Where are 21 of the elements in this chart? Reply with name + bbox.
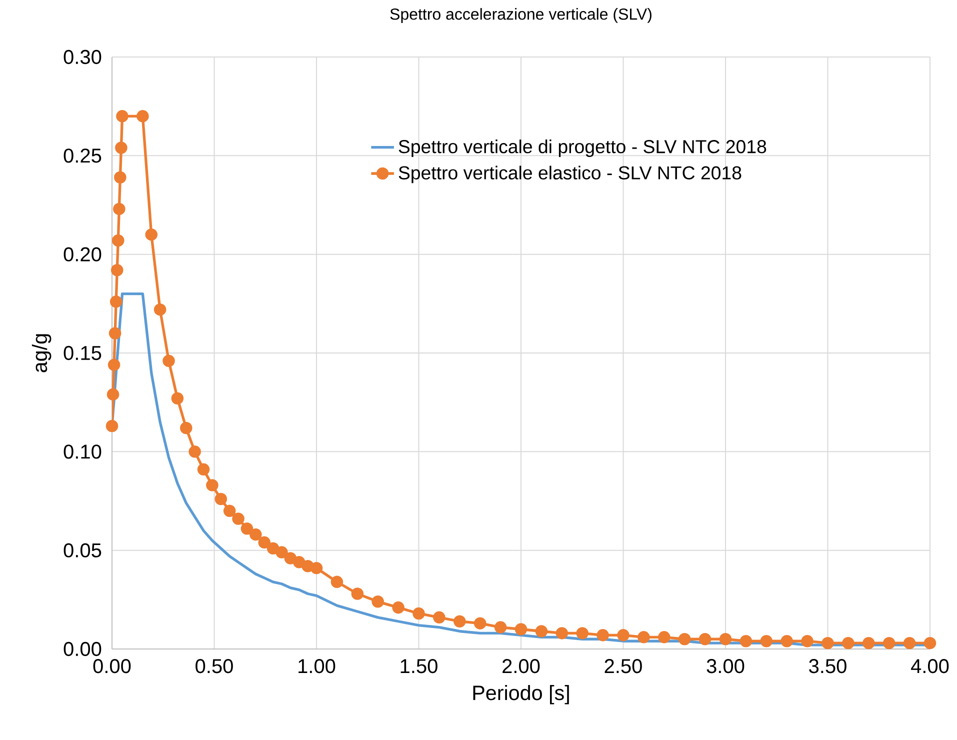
- y-tick-label: 0.30: [64, 50, 102, 64]
- x-tick-label: 4.00: [910, 659, 949, 674]
- chart-title: Spettro accelerazione verticale (SLV): [390, 8, 652, 23]
- x-tick-label: 1.50: [400, 659, 438, 674]
- x-tick-label: 2.00: [502, 659, 540, 674]
- y-tick-label: 0.00: [64, 642, 102, 656]
- x-tick-label: 0.00: [93, 659, 131, 674]
- y-tick-label: 0.15: [64, 346, 102, 360]
- legend-label: Spettro verticale di progetto - SLV NTC 2018: [398, 140, 766, 157]
- y-tick-label: 0.10: [64, 444, 102, 459]
- x-tick-label: 1.00: [298, 659, 336, 674]
- x-tick-label: 0.50: [196, 659, 233, 674]
- y-axis-title: ag/g: [32, 334, 52, 372]
- y-tick-label: 0.05: [64, 543, 102, 558]
- x-tick-label: 3.00: [706, 659, 744, 674]
- y-tick-label: 0.25: [64, 148, 102, 163]
- x-axis-title: Periodo [s]: [473, 685, 569, 704]
- x-tick-label: 3.50: [809, 659, 846, 674]
- legend-label: Spettro verticale elastico - SLV NTC 2018: [398, 166, 742, 184]
- y-tick-label: 0.20: [64, 247, 102, 262]
- x-tick-label: 2.50: [604, 659, 642, 674]
